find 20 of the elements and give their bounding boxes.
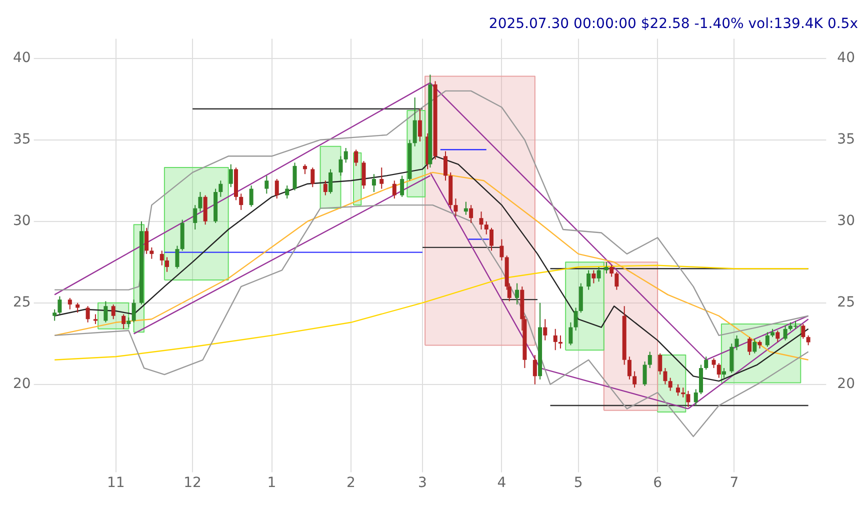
- x-tick-label: 6: [653, 475, 662, 492]
- x-tick-label: 1: [267, 475, 276, 492]
- y-tick-label: 40: [12, 50, 31, 66]
- x-tick-label: 7: [730, 475, 739, 492]
- y-tick-label: 25: [12, 294, 31, 310]
- x-tick-label: 3: [418, 475, 427, 492]
- y2-tick-label: 35: [837, 131, 856, 148]
- y2-tick-label: 40: [837, 50, 856, 66]
- x-tick-label: 11: [106, 475, 125, 492]
- x-tick-label: 4: [497, 475, 506, 492]
- y2-tick-label: 30: [837, 212, 856, 229]
- y-tick-label: 30: [12, 212, 31, 229]
- x-tick-label: 5: [574, 475, 583, 492]
- y-tick-label: 20: [12, 376, 31, 392]
- x-tick-label: 2: [346, 475, 356, 492]
- y2-tick-label: 25: [837, 294, 856, 310]
- y2-tick-label: 20: [837, 376, 856, 392]
- chart-title: 2025.07.30 00:00:00 $22.58 -1.40% vol:139.4K 0.5x: [488, 16, 858, 32]
- x-tick-label: 12: [184, 475, 202, 492]
- y-tick-label: 35: [12, 131, 31, 148]
